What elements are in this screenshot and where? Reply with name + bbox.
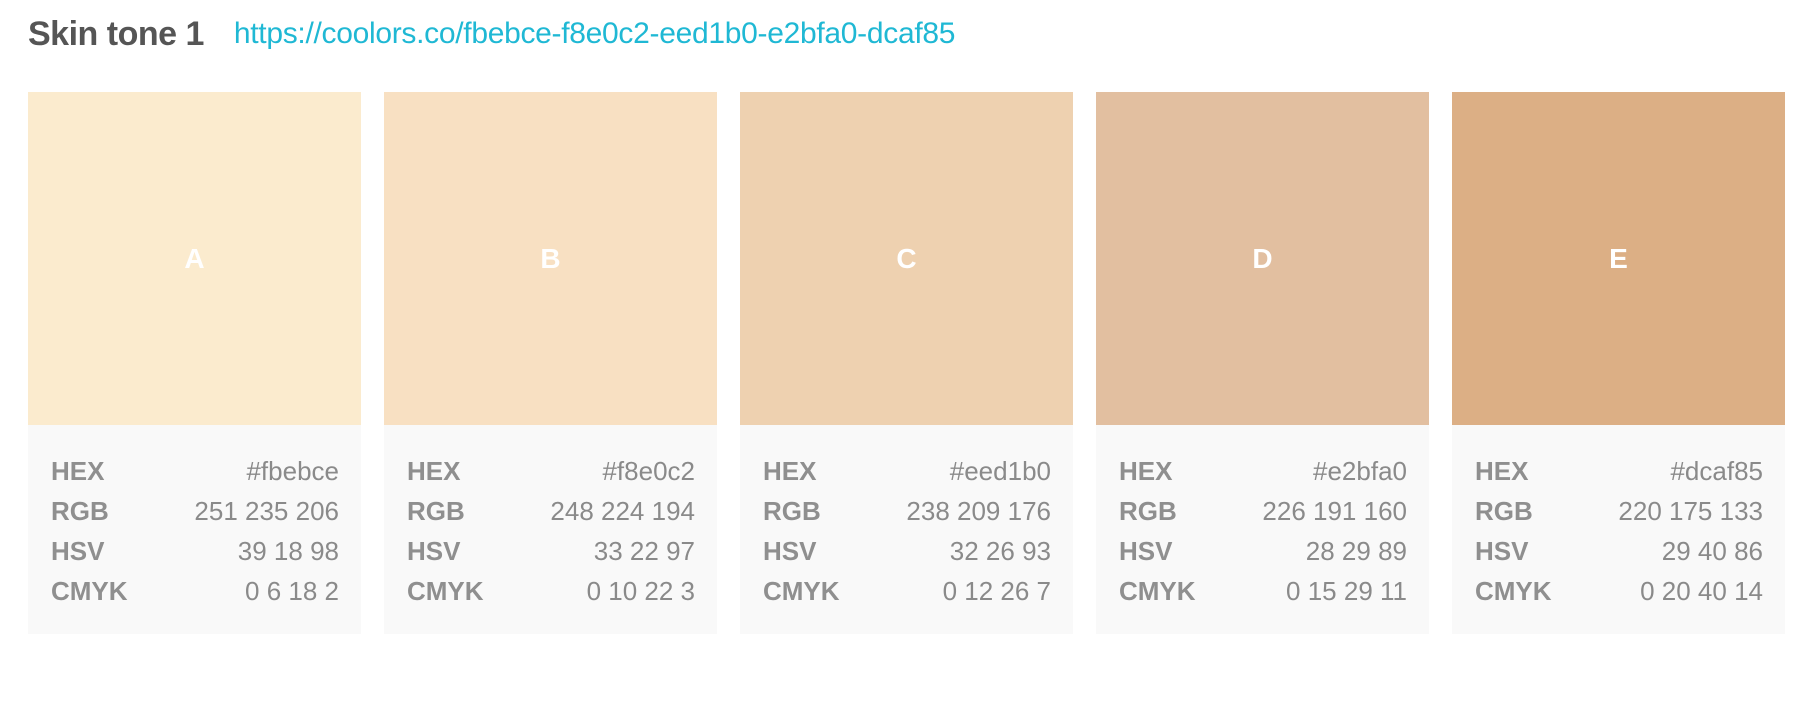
- rgb-value: 248 224 194: [550, 495, 695, 526]
- rgb-label: RGB: [1475, 495, 1533, 526]
- hex-row: HEX #fbebce: [51, 451, 339, 491]
- rgb-label: RGB: [763, 495, 821, 526]
- header: Skin tone 1 https://coolors.co/fbebce-f8…: [28, 12, 955, 56]
- hex-label: HEX: [1119, 455, 1173, 486]
- hsv-row: HSV 39 18 98: [51, 531, 339, 571]
- color-card-b: B HEX #f8e0c2 RGB 248 224 194 HSV 33 22 …: [384, 92, 717, 634]
- hsv-label: HSV: [1475, 535, 1529, 566]
- hsv-value: 29 40 86: [1661, 535, 1763, 566]
- palette-title: Skin tone 1: [28, 14, 204, 53]
- rgb-row: RGB 226 191 160: [1119, 491, 1407, 531]
- hex-row: HEX #e2bfa0: [1119, 451, 1407, 491]
- color-swatch[interactable]: B: [384, 92, 717, 425]
- cmyk-label: CMYK: [763, 575, 840, 606]
- rgb-row: RGB 220 175 133: [1475, 491, 1763, 531]
- rgb-label: RGB: [51, 495, 109, 526]
- color-swatch[interactable]: E: [1452, 92, 1785, 425]
- hex-label: HEX: [51, 455, 105, 486]
- hex-label: HEX: [763, 455, 817, 486]
- hsv-label: HSV: [51, 535, 105, 566]
- cmyk-row: CMYK 0 6 18 2: [51, 571, 339, 611]
- rgb-row: RGB 251 235 206: [51, 491, 339, 531]
- hex-value: #fbebce: [246, 455, 339, 486]
- color-info: HEX #fbebce RGB 251 235 206 HSV 39 18 98…: [28, 425, 361, 634]
- hsv-row: HSV 32 26 93: [763, 531, 1051, 571]
- cmyk-row: CMYK 0 10 22 3: [407, 571, 695, 611]
- color-info: HEX #eed1b0 RGB 238 209 176 HSV 32 26 93…: [740, 425, 1073, 634]
- hsv-value: 28 29 89: [1305, 535, 1407, 566]
- color-card-e: E HEX #dcaf85 RGB 220 175 133 HSV 29 40 …: [1452, 92, 1785, 634]
- color-card-d: D HEX #e2bfa0 RGB 226 191 160 HSV 28 29 …: [1096, 92, 1429, 634]
- hsv-row: HSV 29 40 86: [1475, 531, 1763, 571]
- rgb-row: RGB 248 224 194: [407, 491, 695, 531]
- hsv-label: HSV: [1119, 535, 1173, 566]
- hex-value: #e2bfa0: [1313, 455, 1407, 486]
- color-info: HEX #dcaf85 RGB 220 175 133 HSV 29 40 86…: [1452, 425, 1785, 634]
- cmyk-label: CMYK: [407, 575, 484, 606]
- rgb-label: RGB: [407, 495, 465, 526]
- rgb-value: 251 235 206: [194, 495, 339, 526]
- swatch-letter: D: [1252, 242, 1273, 274]
- swatch-letter: B: [540, 242, 561, 274]
- cmyk-row: CMYK 0 15 29 11: [1119, 571, 1407, 611]
- cmyk-value: 0 20 40 14: [1640, 575, 1763, 606]
- hsv-label: HSV: [763, 535, 817, 566]
- hex-value: #f8e0c2: [602, 455, 695, 486]
- hex-label: HEX: [407, 455, 461, 486]
- cmyk-label: CMYK: [1119, 575, 1196, 606]
- color-swatch[interactable]: D: [1096, 92, 1429, 425]
- color-info: HEX #e2bfa0 RGB 226 191 160 HSV 28 29 89…: [1096, 425, 1429, 634]
- hex-row: HEX #f8e0c2: [407, 451, 695, 491]
- swatch-letter: A: [184, 242, 205, 274]
- color-card-c: C HEX #eed1b0 RGB 238 209 176 HSV 32 26 …: [740, 92, 1073, 634]
- hsv-value: 39 18 98: [237, 535, 339, 566]
- hex-row: HEX #eed1b0: [763, 451, 1051, 491]
- cmyk-row: CMYK 0 12 26 7: [763, 571, 1051, 611]
- rgb-value: 226 191 160: [1262, 495, 1407, 526]
- cmyk-value: 0 12 26 7: [942, 575, 1051, 606]
- hex-row: HEX #dcaf85: [1475, 451, 1763, 491]
- hsv-value: 32 26 93: [949, 535, 1051, 566]
- hsv-row: HSV 28 29 89: [1119, 531, 1407, 571]
- color-swatch[interactable]: C: [740, 92, 1073, 425]
- rgb-value: 238 209 176: [906, 495, 1051, 526]
- swatch-letter: E: [1609, 242, 1628, 274]
- cmyk-label: CMYK: [51, 575, 128, 606]
- hex-value: #dcaf85: [1670, 455, 1763, 486]
- cmyk-value: 0 6 18 2: [245, 575, 339, 606]
- color-info: HEX #f8e0c2 RGB 248 224 194 HSV 33 22 97…: [384, 425, 717, 634]
- palette: A HEX #fbebce RGB 251 235 206 HSV 39 18 …: [28, 92, 1785, 634]
- hsv-value: 33 22 97: [593, 535, 695, 566]
- hex-label: HEX: [1475, 455, 1529, 486]
- color-swatch[interactable]: A: [28, 92, 361, 425]
- hsv-label: HSV: [407, 535, 461, 566]
- hsv-row: HSV 33 22 97: [407, 531, 695, 571]
- cmyk-label: CMYK: [1475, 575, 1552, 606]
- cmyk-row: CMYK 0 20 40 14: [1475, 571, 1763, 611]
- palette-link[interactable]: https://coolors.co/fbebce-f8e0c2-eed1b0-…: [233, 17, 956, 50]
- rgb-row: RGB 238 209 176: [763, 491, 1051, 531]
- cmyk-value: 0 10 22 3: [586, 575, 695, 606]
- rgb-label: RGB: [1119, 495, 1177, 526]
- cmyk-value: 0 15 29 11: [1286, 575, 1407, 606]
- swatch-letter: C: [896, 242, 917, 274]
- hex-value: #eed1b0: [949, 455, 1051, 486]
- rgb-value: 220 175 133: [1618, 495, 1763, 526]
- color-card-a: A HEX #fbebce RGB 251 235 206 HSV 39 18 …: [28, 92, 361, 634]
